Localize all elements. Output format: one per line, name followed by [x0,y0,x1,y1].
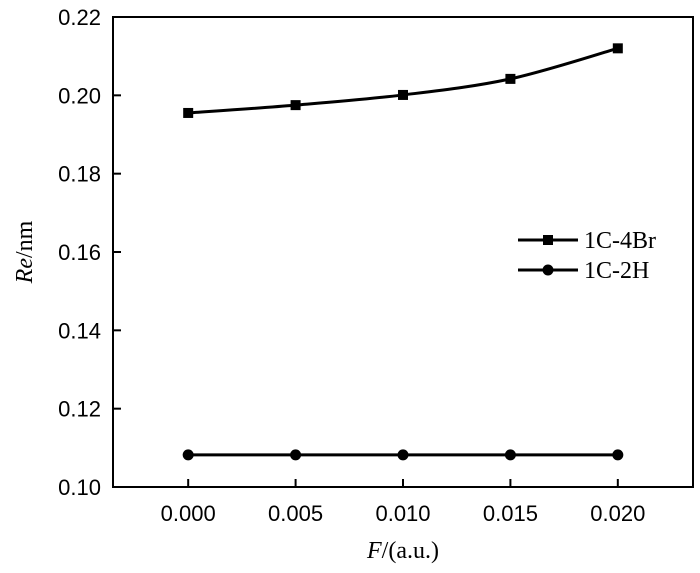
y-tick-label: 0.22 [58,5,101,30]
y-tick-label: 0.16 [58,240,101,265]
y-tick-label: 0.14 [58,318,101,343]
legend: 1C-4Br 1C-2H [518,228,656,284]
y-tick-label: 0.12 [58,397,101,422]
x-tick-label: 0.010 [375,501,430,526]
data-point-1c-2h [182,449,194,461]
x-tick-label: 0.015 [483,501,538,526]
x-tick-label: 0.020 [590,501,645,526]
legend-marker-square [543,235,553,245]
y-axis-title: Re/nm [12,220,38,284]
data-point-1c-4br [505,73,516,84]
data-point-1c-4br [183,107,194,118]
series-layer [182,43,624,461]
x-tick-label: 0.005 [268,501,323,526]
data-point-1c-4br [612,43,623,54]
y-tick-label: 0.20 [58,83,101,108]
data-point-1c-2h [290,449,302,461]
legend-label-1c-2h: 1C-2H [584,258,649,284]
data-point-1c-2h [397,449,409,461]
legend-label-1c-4br: 1C-4Br [584,228,656,254]
data-point-1c-2h [612,449,624,461]
legend-marker-circle [542,264,554,276]
data-point-1c-2h [504,449,516,461]
y-tick-label: 0.18 [58,162,101,187]
data-point-1c-4br [398,89,408,100]
series-line-1c-4br [188,46,619,115]
y-axis-ticks: 0.10 0.12 0.14 0.16 0.18 0.20 0.22 [58,5,121,500]
data-point-1c-4br [290,100,301,111]
x-tick-label: 0.000 [161,501,216,526]
x-axis-title: F/(a.u.) [366,538,439,564]
y-tick-label: 0.10 [58,475,101,500]
x-axis-ticks: 0.000 0.005 0.010 0.015 0.020 [161,479,645,526]
